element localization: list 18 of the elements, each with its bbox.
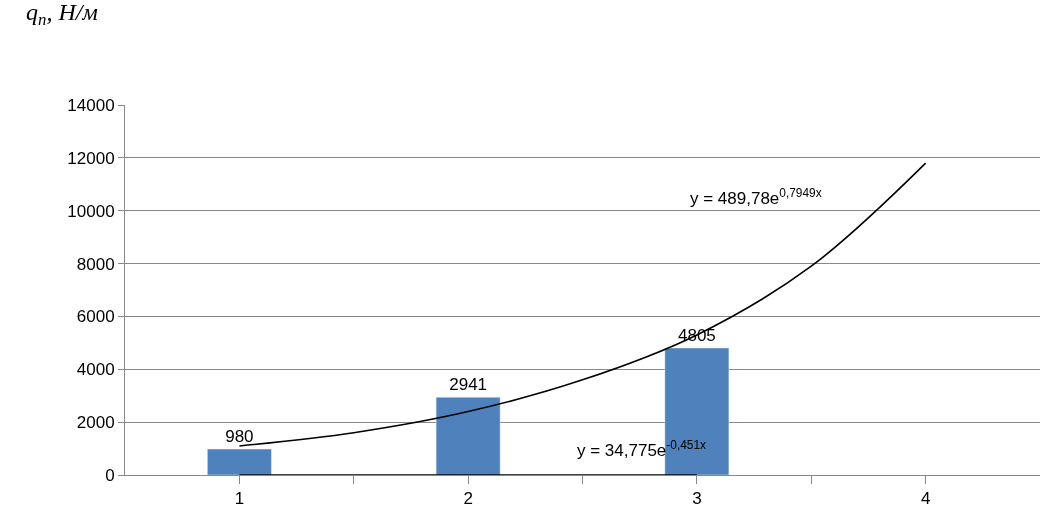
x-tick-label: 4: [920, 489, 931, 509]
y-tick-label: 8000: [76, 254, 115, 274]
bar: [435, 397, 501, 475]
bar: [207, 448, 272, 475]
x-tick-label: 2: [463, 489, 473, 509]
y-tick-label: 0: [105, 465, 115, 485]
x-tick-label: 1: [234, 489, 245, 509]
y-tick-label: 6000: [76, 307, 115, 327]
data-label: 2941: [449, 375, 488, 395]
y-axis-title: q$_{п}$, Н/м: [26, 0, 98, 30]
annotation: y = 489,78e$^{0,7949x}$: [690, 186, 822, 209]
data-label: 980: [225, 427, 254, 447]
y-tick-label: 12000: [67, 148, 115, 168]
y-tick-label: 4000: [76, 360, 115, 380]
x-tick-label: 3: [692, 489, 702, 509]
y-tick-label: 2000: [76, 413, 115, 433]
y-tick-label: 10000: [67, 201, 115, 221]
y-tick-label: 14000: [67, 95, 115, 115]
